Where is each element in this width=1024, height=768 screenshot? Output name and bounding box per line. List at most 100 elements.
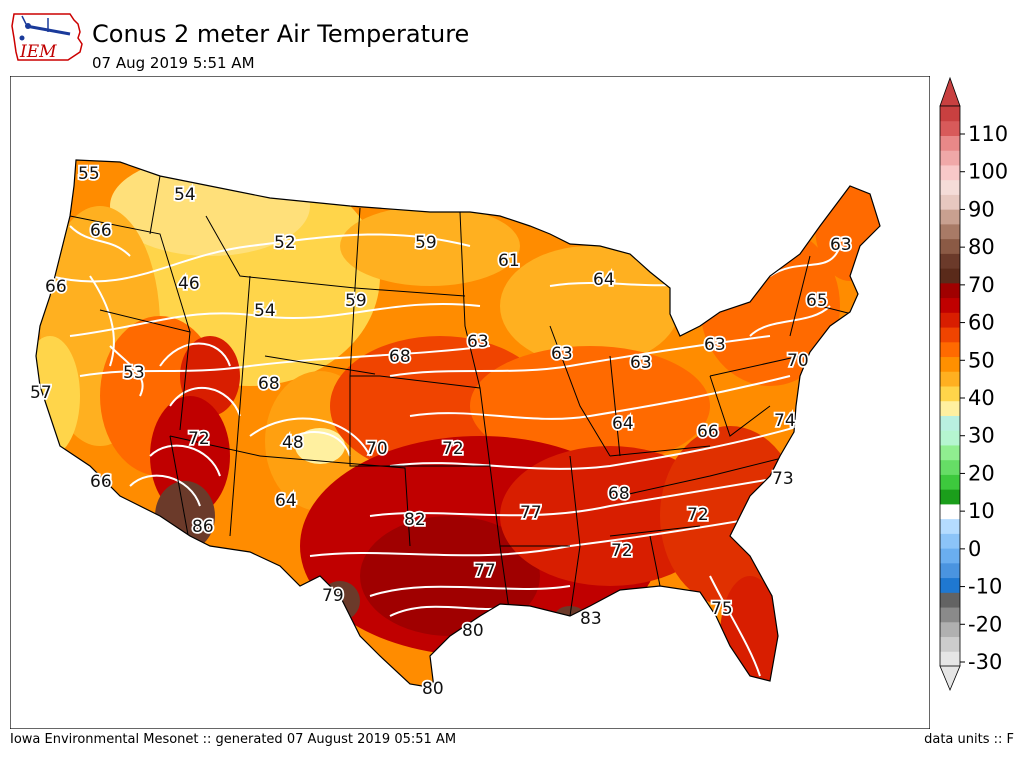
temp-label: 63: [830, 235, 852, 255]
temp-label: 70: [366, 439, 388, 459]
colorbar-segments: [939, 76, 961, 692]
temp-label: 70: [787, 351, 809, 371]
footer-credit: Iowa Environmental Mesonet :: generated …: [10, 732, 457, 747]
temp-label: 74: [774, 411, 796, 431]
colorbar-segment: [940, 268, 960, 284]
colorbar-segment: [940, 518, 960, 534]
colorbar-tick-label: 100: [968, 160, 1008, 184]
colorbar-segment: [940, 238, 960, 254]
colorbar-frame: [939, 105, 961, 667]
temp-label: 80: [462, 621, 484, 641]
temp-label: 63: [551, 344, 573, 364]
colorbar-tick-label: 30: [968, 424, 995, 448]
colorbar-segment: [940, 179, 960, 195]
temp-label: 64: [275, 491, 297, 511]
colorbar-segment: [940, 400, 960, 416]
temp-label: 63: [630, 353, 652, 373]
colorbar-segment: [940, 371, 960, 387]
colorbar-segment: [940, 562, 960, 579]
temp-label: 83: [580, 609, 602, 629]
temp-label: 72: [188, 429, 210, 449]
temp-label: 75: [711, 599, 733, 619]
temp-label: 54: [254, 301, 276, 321]
colorbar-segment: [940, 312, 960, 328]
temp-label: 65: [806, 291, 828, 311]
colorbar-segment: [940, 327, 960, 343]
colorbar-max-extend: [939, 76, 961, 107]
temp-label: 72: [611, 541, 633, 561]
colorbar-tick-label: -10: [968, 575, 1002, 599]
temp-label: 57: [30, 383, 52, 403]
colorbar-tick-label: 0: [968, 537, 981, 561]
temp-label: 59: [345, 291, 367, 311]
colorbar-segment: [940, 282, 960, 299]
colorbar-tick-label: 90: [968, 197, 995, 221]
temperature-colorbar: -30 -20 -10 0 10 20 30 40 50 60 70 80 90 100 110: [930, 76, 1024, 696]
temp-label: 77: [474, 561, 496, 581]
colorbar-segment: [940, 592, 960, 608]
page-title: Conus 2 meter Air Temperature: [92, 20, 470, 48]
colorbar-segment: [940, 223, 960, 240]
colorbar-ticks: -30 -20 -10 0 10 20 30 40 50 60 70 80 90 100 110: [960, 122, 1008, 674]
colorbar-segment: [940, 474, 960, 490]
temp-label: 48: [282, 433, 304, 453]
temperature-labels: 55 54 66 52 59 61 64 63 66 46 59 65 54 6…: [28, 162, 853, 701]
iem-logo[interactable]: IEM: [8, 8, 88, 66]
temp-label: 73: [772, 469, 794, 489]
temp-label: 66: [697, 422, 719, 442]
colorbar-segment: [940, 135, 960, 151]
temp-label: 72: [687, 505, 709, 525]
page-subtitle: 07 Aug 2019 5:51 AM: [92, 54, 255, 72]
colorbar-segment: [940, 607, 960, 623]
footer-units: data units :: F: [924, 732, 1014, 747]
temp-label: 55: [78, 164, 100, 184]
colorbar-segment: [940, 548, 960, 564]
temp-label: 64: [593, 270, 615, 290]
colorbar-segment: [940, 459, 960, 475]
temp-label: 61: [498, 251, 520, 271]
temp-label: 59: [415, 233, 437, 253]
colorbar-segment: [940, 120, 960, 136]
temp-label: 66: [90, 221, 112, 241]
colorbar-segment: [940, 621, 960, 638]
temp-label: 53: [123, 363, 145, 383]
colorbar-segment: [940, 106, 960, 122]
colorbar-tick-label: -30: [968, 650, 1002, 674]
temp-label: 86: [192, 517, 214, 537]
colorbar-tick-label: 70: [968, 273, 995, 297]
colorbar-tick-label: 50: [968, 348, 995, 372]
conus-outline: [35, 159, 881, 689]
colorbar-segment: [940, 386, 960, 402]
temp-label: 52: [274, 233, 296, 253]
colorbar-tick-label: 10: [968, 499, 995, 523]
colorbar-tick-label: 40: [968, 386, 995, 410]
colorbar-segment: [940, 150, 960, 166]
colorbar-segment: [940, 297, 960, 313]
colorbar-segment: [940, 415, 960, 431]
colorbar-tick-label: 80: [968, 235, 995, 259]
colorbar-segment: [940, 341, 960, 358]
colorbar-segment: [940, 164, 960, 181]
temp-label: 79: [322, 586, 344, 606]
temp-label: 68: [608, 484, 630, 504]
temp-label: 63: [704, 335, 726, 355]
colorbar-segment: [940, 651, 960, 667]
colorbar-tick-label: 60: [968, 311, 995, 335]
colorbar-segment: [940, 577, 960, 593]
colorbar-min-extend: [939, 665, 961, 692]
iowa-state-logo-icon: IEM: [11, 13, 83, 62]
colorbar-segment: [940, 636, 960, 652]
colorbar-canvas: -30 -20 -10 0 10 20 30 40 50 60 70 80 90 100 110: [939, 76, 1008, 692]
temp-label: 66: [90, 472, 112, 492]
temperature-map[interactable]: 55 54 66 52 59 61 64 63 66 46 59 65 54 6…: [9, 75, 931, 730]
colorbar-segment: [940, 209, 960, 225]
temp-label: 66: [45, 277, 67, 297]
temp-label: 68: [389, 347, 411, 367]
temp-label: 80: [422, 679, 444, 699]
temp-label: 68: [258, 374, 280, 394]
colorbar-segment: [940, 503, 960, 520]
temp-label: 63: [467, 332, 489, 352]
colorbar-segment: [940, 444, 960, 461]
logo-text: IEM: [19, 42, 57, 62]
colorbar-segment: [940, 253, 960, 269]
